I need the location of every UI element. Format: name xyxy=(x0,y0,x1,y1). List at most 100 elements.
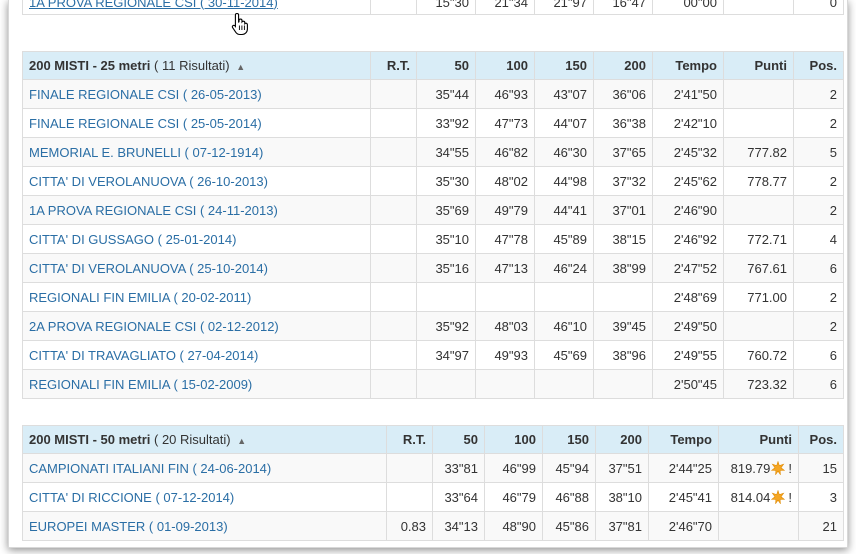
split-200 xyxy=(593,282,653,312)
final-time: 2'45"62 xyxy=(652,166,724,196)
final-time: 2'46"90 xyxy=(652,195,724,225)
table-row: CITTA' DI GUSSAGO ( 25-01-2014) 35"10 47"7… xyxy=(22,224,844,254)
points: 778.77 xyxy=(723,166,794,196)
position: 2 xyxy=(793,79,844,109)
results-table-25m: 200 MISTI - 25 metri ( 11 Risultati) ▲ R… xyxy=(22,51,844,399)
race-link[interactable]: FINALE REGIONALE CSI ( 26-05-2013) xyxy=(29,86,262,102)
race-link[interactable]: REGIONALI FIN EMILIA ( 15-02-2009) xyxy=(29,376,253,392)
reaction-time xyxy=(386,482,433,512)
split-200: 36"38 xyxy=(593,108,653,138)
reaction-time xyxy=(370,311,417,341)
split-100 xyxy=(475,369,535,399)
table-row: 1A PROVA REGIONALE CSI ( 30-11-2014) 15"… xyxy=(22,0,844,15)
final-time: 2'49"55 xyxy=(652,340,724,370)
col-100[interactable]: 100 xyxy=(484,425,543,454)
col-punti[interactable]: Punti xyxy=(718,425,799,454)
split-150 xyxy=(534,282,594,312)
event-header[interactable]: 200 MISTI - 50 metri ( 20 Risultati) ▲ xyxy=(22,425,387,454)
record-flag: ! xyxy=(788,489,792,505)
split-100: 49"93 xyxy=(475,340,535,370)
position: 6 xyxy=(793,253,844,283)
race-link[interactable]: CITTA' DI VEROLANUOVA ( 25-10-2014) xyxy=(29,260,268,276)
hand-pointer-icon xyxy=(231,12,248,36)
split-100: 46"93 xyxy=(475,79,535,109)
col-200[interactable]: 200 xyxy=(593,51,653,80)
race-link[interactable]: MEMORIAL E. BRUNELLI ( 07-12-1914) xyxy=(29,144,264,160)
reaction-time xyxy=(370,224,417,254)
split-100: 49"79 xyxy=(475,195,535,225)
col-tempo[interactable]: Tempo xyxy=(652,51,724,80)
sort-up-icon[interactable]: ▲ xyxy=(237,436,247,446)
col-150[interactable]: 150 xyxy=(542,425,596,454)
race-link[interactable]: 1A PROVA REGIONALE CSI ( 24-11-2013) xyxy=(29,202,278,218)
results-frame: 1A PROVA REGIONALE CSI ( 30-11-2014) 15"… xyxy=(8,0,848,548)
table-row: MEMORIAL E. BRUNELLI ( 07-12-1914) 34"55 4… xyxy=(22,137,844,167)
col-rt[interactable]: R.T. xyxy=(386,425,433,454)
col-50[interactable]: 50 xyxy=(416,51,476,80)
points xyxy=(718,511,799,541)
race-link[interactable]: EUROPEI MASTER ( 01-09-2013) xyxy=(29,518,228,534)
reaction-time xyxy=(370,282,417,312)
split-200: 37"01 xyxy=(593,195,653,225)
table-row: 1A PROVA REGIONALE CSI ( 24-11-2013) 35"6… xyxy=(22,195,844,225)
split-150: 45"86 xyxy=(542,511,596,541)
race-link[interactable]: 2A PROVA REGIONALE CSI ( 02-12-2012) xyxy=(29,318,279,334)
col-pos[interactable]: Pos. xyxy=(798,425,844,454)
split-200: 39"45 xyxy=(593,311,653,341)
col-100[interactable]: 100 xyxy=(475,51,535,80)
reaction-time xyxy=(370,166,417,196)
points xyxy=(723,195,794,225)
col-rt[interactable]: R.T. xyxy=(370,51,417,80)
table-row: CITTA' DI VEROLANUOVA ( 26-10-2013) 35"30… xyxy=(22,166,844,196)
points-value: 771.00 xyxy=(747,289,787,305)
results-table-50m: 200 MISTI - 50 metri ( 20 Risultati) ▲ R… xyxy=(22,425,844,541)
race-link[interactable]: CITTA' DI VEROLANUOVA ( 26-10-2013) xyxy=(29,173,268,189)
split-100: 47"73 xyxy=(475,108,535,138)
race-link[interactable]: FINALE REGIONALE CSI ( 25-05-2014) xyxy=(29,115,262,131)
col-200[interactable]: 200 xyxy=(595,425,649,454)
star-icon xyxy=(771,489,786,504)
position: 2 xyxy=(793,311,844,341)
points-value: 777.82 xyxy=(747,144,787,160)
col-150[interactable]: 150 xyxy=(534,51,594,80)
split-100 xyxy=(475,282,535,312)
points: 772.71 xyxy=(723,224,794,254)
position: 2 xyxy=(793,195,844,225)
split-150: 46"24 xyxy=(534,253,594,283)
reaction-time xyxy=(370,195,417,225)
split-150 xyxy=(534,369,594,399)
previous-results-table: 1A PROVA REGIONALE CSI ( 30-11-2014) 15"… xyxy=(22,0,844,15)
table-row: FINALE REGIONALE CSI ( 26-05-2013) 35"44 4… xyxy=(22,79,844,109)
split-100: 46"79 xyxy=(484,482,543,512)
table-row: FINALE REGIONALE CSI ( 25-05-2014) 33"92 4… xyxy=(22,108,844,138)
col-punti[interactable]: Punti xyxy=(723,51,794,80)
final-time: 2'47"52 xyxy=(652,253,724,283)
split-200: 37"81 xyxy=(595,511,649,541)
event-header[interactable]: 200 MISTI - 25 metri ( 11 Risultati) ▲ xyxy=(22,51,371,80)
split-50: 35"30 xyxy=(416,166,476,196)
position: 6 xyxy=(793,340,844,370)
points: 723.32 xyxy=(723,369,794,399)
table-row: 2A PROVA REGIONALE CSI ( 02-12-2012) 35"9… xyxy=(22,311,844,341)
col-pos[interactable]: Pos. xyxy=(793,51,844,80)
race-link[interactable]: REGIONALI FIN EMILIA ( 20-02-2011) xyxy=(29,289,252,305)
split-150: 44"98 xyxy=(534,166,594,196)
table-row: CITTA' DI TRAVAGLIATO ( 27-04-2014) 34"97… xyxy=(22,340,844,370)
points: 814.04! xyxy=(718,482,799,512)
points xyxy=(723,108,794,138)
split-100: 47"13 xyxy=(475,253,535,283)
event-title: 200 MISTI - 50 metri xyxy=(29,432,151,447)
race-link[interactable]: CITTA' DI TRAVAGLIATO ( 27-04-2014) xyxy=(29,347,259,363)
race-link[interactable]: CITTA' DI GUSSAGO ( 25-01-2014) xyxy=(29,231,237,247)
split-50: 35"10 xyxy=(416,224,476,254)
col-tempo[interactable]: Tempo xyxy=(648,425,719,454)
race-link[interactable]: CAMPIONATI ITALIANI FIN ( 24-06-2014) xyxy=(29,460,272,476)
race-link[interactable]: 1A PROVA REGIONALE CSI ( 30-11-2014) xyxy=(29,0,278,10)
table-row: REGIONALI FIN EMILIA ( 20-02-2011) 2'48"6… xyxy=(22,282,844,312)
race-link[interactable]: CITTA' DI RICCIONE ( 07-12-2014) xyxy=(29,489,235,505)
col-50[interactable]: 50 xyxy=(432,425,485,454)
sort-up-icon[interactable]: ▲ xyxy=(236,62,246,72)
split-50: 35"69 xyxy=(416,195,476,225)
points-value: 772.71 xyxy=(747,231,787,247)
points: 767.61 xyxy=(723,253,794,283)
